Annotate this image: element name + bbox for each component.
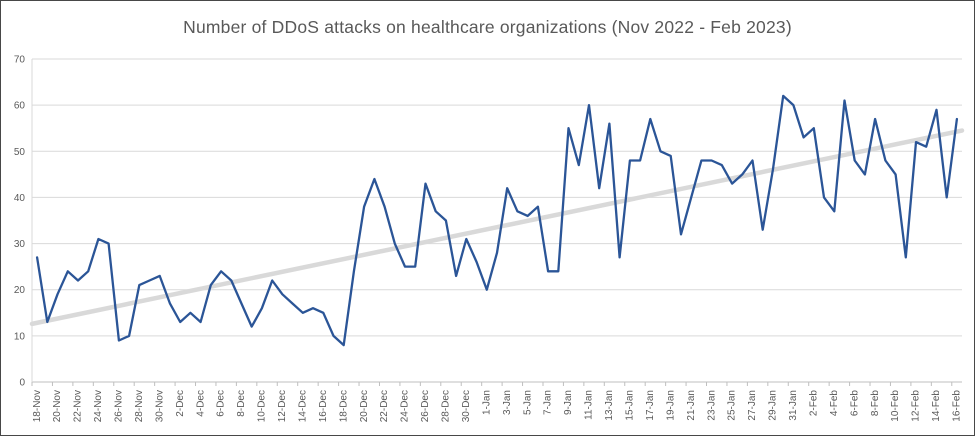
x-tick-label: 16-Feb	[952, 390, 963, 422]
x-tick-label: 29-Jan	[768, 390, 779, 421]
x-tick-label: 11-Jan	[584, 390, 595, 420]
x-axis-ticks	[31, 382, 953, 386]
x-tick-label: 2-Dec	[175, 390, 186, 417]
x-tick-label: 28-Dec	[441, 390, 452, 422]
x-tick-label: 28-Nov	[134, 390, 145, 422]
x-tick-label: 24-Dec	[400, 390, 411, 422]
x-tick-label: 23-Jan	[706, 390, 717, 421]
x-axis-labels: 18-Nov 20-Nov 22-Nov 24-Nov 26-Nov 28-Nov 30-N…	[32, 390, 963, 423]
x-tick-label: 18-Nov	[32, 390, 43, 422]
linear-trendline	[29, 128, 965, 327]
x-tick-label: 25-Jan	[727, 390, 738, 421]
x-tick-label: 26-Dec	[420, 390, 431, 422]
x-tick-label: 8-Dec	[236, 390, 247, 417]
x-tick-label: 4-Dec	[195, 390, 206, 417]
x-tick-label: 8-Feb	[870, 390, 881, 417]
y-tick-label: 60	[14, 101, 26, 112]
y-tick-label: 30	[14, 239, 26, 250]
x-tick-label: 20-Nov	[52, 390, 63, 422]
x-tick-label: 10-Dec	[257, 390, 268, 422]
x-tick-label: 24-Nov	[93, 390, 104, 422]
attacks-series-line	[35, 94, 959, 347]
x-tick-label: 6-Dec	[216, 390, 227, 417]
x-tick-label: 31-Jan	[788, 390, 799, 421]
x-tick-label: 20-Dec	[359, 390, 370, 422]
x-tick-label: 12-Feb	[911, 390, 922, 422]
x-tick-label: 3-Jan	[502, 390, 513, 415]
chart-title: Number of DDoS attacks on healthcare org…	[183, 17, 792, 37]
y-tick-label: 70	[14, 55, 26, 66]
x-tick-label: 9-Jan	[563, 390, 574, 415]
x-tick-label: 12-Dec	[277, 390, 288, 422]
x-tick-label: 19-Jan	[665, 390, 676, 421]
x-tick-label: 26-Nov	[114, 390, 125, 422]
y-tick-label: 0	[19, 378, 25, 389]
x-tick-label: 30-Dec	[461, 390, 472, 422]
x-tick-label: 30-Nov	[154, 390, 165, 422]
x-tick-label: 16-Dec	[318, 390, 329, 422]
y-tick-label: 40	[14, 193, 26, 204]
x-tick-label: 14-Feb	[931, 390, 942, 422]
x-tick-label: 27-Jan	[747, 390, 758, 421]
y-axis-labels: 0 10 20 30 40 50 60 70	[14, 55, 26, 389]
y-tick-label: 10	[14, 331, 26, 342]
x-tick-label: 18-Dec	[338, 390, 349, 422]
x-tick-label: 5-Jan	[522, 390, 533, 415]
gridlines	[32, 58, 962, 383]
x-tick-label: 21-Jan	[686, 390, 697, 421]
y-tick-label: 20	[14, 285, 26, 296]
x-tick-label: 13-Jan	[604, 390, 615, 421]
x-tick-label: 4-Feb	[829, 390, 840, 417]
x-tick-label: 22-Dec	[379, 390, 390, 422]
x-tick-label: 10-Feb	[890, 390, 901, 422]
x-tick-label: 17-Jan	[645, 390, 656, 421]
x-tick-label: 2-Feb	[808, 390, 819, 417]
x-tick-label: 15-Jan	[624, 390, 635, 421]
x-tick-label: 1-Jan	[481, 390, 492, 415]
x-tick-label: 14-Dec	[297, 390, 308, 422]
x-tick-label: 7-Jan	[543, 390, 554, 415]
y-tick-label: 50	[14, 147, 26, 158]
x-tick-label: 6-Feb	[849, 390, 860, 417]
x-tick-label: 22-Nov	[73, 390, 84, 422]
